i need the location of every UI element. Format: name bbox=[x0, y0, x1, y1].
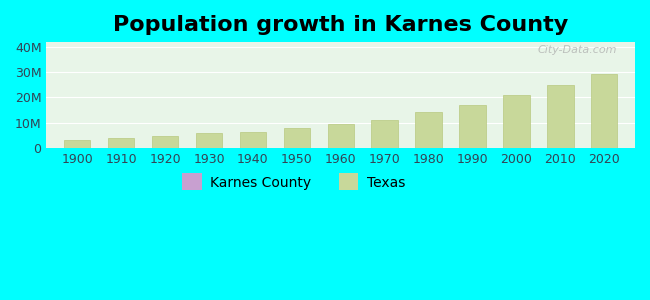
Title: Population growth in Karnes County: Population growth in Karnes County bbox=[113, 15, 568, 35]
Legend: Karnes County, Texas: Karnes County, Texas bbox=[177, 170, 411, 196]
Bar bbox=[64, 140, 90, 148]
Text: City-Data.com: City-Data.com bbox=[538, 45, 618, 55]
Bar bbox=[283, 128, 310, 148]
Bar bbox=[196, 133, 222, 148]
Bar bbox=[547, 85, 573, 148]
Bar bbox=[328, 124, 354, 148]
Bar bbox=[591, 74, 618, 148]
Bar bbox=[503, 95, 530, 148]
Bar bbox=[415, 112, 442, 148]
Bar bbox=[240, 132, 266, 148]
Bar bbox=[372, 120, 398, 148]
Bar bbox=[152, 136, 178, 148]
Bar bbox=[460, 105, 486, 148]
Bar bbox=[108, 138, 135, 148]
